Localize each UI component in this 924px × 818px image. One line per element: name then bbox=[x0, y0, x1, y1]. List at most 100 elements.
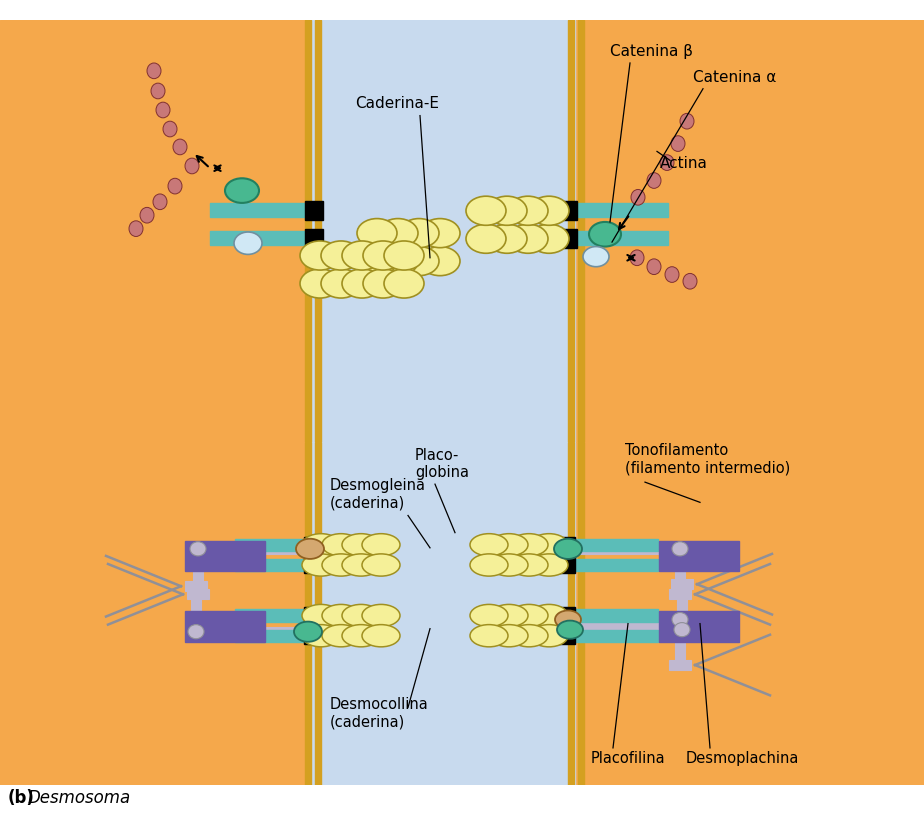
Text: Caderina-E: Caderina-E bbox=[355, 96, 439, 110]
Bar bbox=[659, 541, 739, 571]
Ellipse shape bbox=[378, 246, 418, 276]
Bar bbox=[669, 660, 691, 670]
Text: Catenina β: Catenina β bbox=[610, 44, 693, 59]
Ellipse shape bbox=[363, 269, 403, 298]
Ellipse shape bbox=[357, 218, 397, 248]
Circle shape bbox=[168, 178, 182, 194]
Circle shape bbox=[665, 267, 679, 282]
Ellipse shape bbox=[490, 533, 528, 556]
Ellipse shape bbox=[530, 554, 568, 576]
Bar bbox=[559, 229, 577, 248]
Ellipse shape bbox=[357, 246, 397, 276]
Circle shape bbox=[660, 155, 674, 170]
Bar bbox=[558, 537, 575, 553]
Text: Giunzione aderente: Giunzione aderente bbox=[28, 456, 191, 474]
Ellipse shape bbox=[362, 625, 400, 647]
Circle shape bbox=[630, 250, 644, 266]
Bar bbox=[210, 203, 310, 218]
Bar bbox=[305, 20, 311, 446]
Ellipse shape bbox=[490, 605, 528, 627]
Ellipse shape bbox=[487, 196, 527, 225]
Ellipse shape bbox=[294, 622, 322, 642]
Ellipse shape bbox=[508, 224, 548, 254]
Circle shape bbox=[680, 114, 694, 129]
Bar bbox=[578, 442, 584, 785]
Bar bbox=[315, 442, 321, 785]
Ellipse shape bbox=[302, 554, 340, 576]
Text: Desmosoma: Desmosoma bbox=[28, 789, 131, 807]
Ellipse shape bbox=[470, 554, 508, 576]
Ellipse shape bbox=[296, 539, 324, 559]
Text: Desmocollina
(caderina): Desmocollina (caderina) bbox=[330, 697, 429, 730]
Circle shape bbox=[153, 194, 167, 209]
Bar bbox=[572, 625, 682, 635]
Bar bbox=[558, 627, 575, 644]
Text: (a): (a) bbox=[8, 456, 34, 474]
Circle shape bbox=[163, 121, 177, 137]
Bar bbox=[185, 612, 265, 642]
Ellipse shape bbox=[302, 605, 340, 627]
Ellipse shape bbox=[378, 218, 418, 248]
Text: Tonofilamento
(filamento intermedio): Tonofilamento (filamento intermedio) bbox=[625, 443, 790, 475]
Bar bbox=[235, 630, 320, 642]
Bar bbox=[568, 442, 574, 785]
Bar bbox=[568, 203, 668, 218]
Bar bbox=[185, 581, 207, 591]
Circle shape bbox=[631, 190, 645, 205]
Bar bbox=[304, 537, 321, 553]
Ellipse shape bbox=[510, 605, 548, 627]
Ellipse shape bbox=[487, 224, 527, 254]
Ellipse shape bbox=[530, 605, 568, 627]
Circle shape bbox=[140, 208, 154, 223]
Ellipse shape bbox=[529, 224, 569, 254]
Ellipse shape bbox=[420, 218, 460, 248]
Circle shape bbox=[151, 83, 165, 99]
Bar bbox=[558, 608, 575, 623]
Bar bbox=[675, 554, 685, 589]
Circle shape bbox=[156, 102, 170, 118]
Text: Placofilina: Placofilina bbox=[591, 751, 665, 766]
Ellipse shape bbox=[300, 241, 340, 270]
Bar bbox=[304, 627, 321, 644]
Circle shape bbox=[129, 221, 143, 236]
Bar bbox=[235, 539, 320, 551]
Text: (b): (b) bbox=[8, 789, 35, 807]
Bar bbox=[578, 20, 584, 446]
Bar bbox=[304, 557, 321, 573]
Bar bbox=[304, 608, 321, 623]
Bar bbox=[559, 200, 577, 220]
Ellipse shape bbox=[466, 196, 506, 225]
Bar bbox=[310, 20, 575, 446]
Ellipse shape bbox=[321, 241, 361, 270]
Bar bbox=[315, 20, 321, 446]
Bar bbox=[185, 541, 265, 571]
Ellipse shape bbox=[342, 241, 382, 270]
Text: Actina: Actina bbox=[660, 156, 708, 171]
Ellipse shape bbox=[302, 533, 340, 556]
Bar bbox=[659, 612, 739, 642]
Bar bbox=[193, 554, 203, 589]
Ellipse shape bbox=[342, 554, 380, 576]
Ellipse shape bbox=[530, 533, 568, 556]
Bar bbox=[568, 630, 658, 642]
Ellipse shape bbox=[554, 539, 582, 559]
Bar bbox=[568, 539, 658, 551]
Circle shape bbox=[671, 136, 685, 151]
Circle shape bbox=[185, 158, 199, 173]
Bar bbox=[570, 544, 680, 554]
Ellipse shape bbox=[589, 222, 621, 246]
Ellipse shape bbox=[399, 246, 439, 276]
Ellipse shape bbox=[530, 625, 568, 647]
Ellipse shape bbox=[322, 605, 360, 627]
Circle shape bbox=[147, 63, 161, 79]
Ellipse shape bbox=[322, 554, 360, 576]
Ellipse shape bbox=[300, 269, 340, 298]
Ellipse shape bbox=[322, 625, 360, 647]
Ellipse shape bbox=[470, 605, 508, 627]
Ellipse shape bbox=[672, 542, 688, 556]
Ellipse shape bbox=[557, 621, 583, 639]
Bar bbox=[196, 627, 306, 636]
Bar bbox=[235, 559, 320, 571]
Ellipse shape bbox=[470, 625, 508, 647]
Ellipse shape bbox=[672, 613, 688, 627]
